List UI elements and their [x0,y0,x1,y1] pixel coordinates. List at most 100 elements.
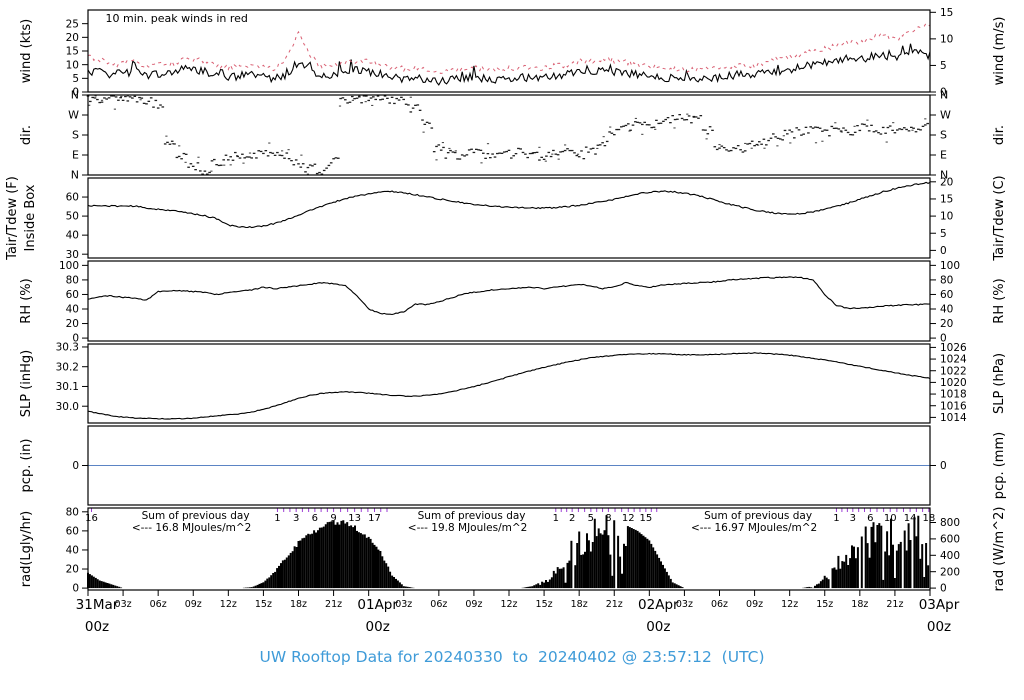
dir-scatter-dot [849,134,852,136]
y-tick-label-right: 800 [940,517,960,529]
y-axis-title-left: dir. [19,125,34,145]
x-hour-label: 09z [465,599,482,610]
dir-scatter-dot [203,170,207,172]
dir-scatter-dot [517,147,520,150]
dir-scatter-dot [285,152,289,154]
y-tick-label-right: 1022 [940,365,967,377]
dir-scatter-dot [718,144,721,146]
dir-scatter-dot [119,97,122,99]
dir-scatter-dot [772,133,775,135]
dir-scatter-dot [755,143,759,146]
dir-scatter-dot [93,97,97,99]
dir-scatter-dot [610,132,614,134]
dir-scatter-dot [489,157,492,159]
dir-scatter-dot [800,134,803,136]
dir-scatter-dot [126,100,130,102]
cumsum-label: 1 [833,513,839,524]
dir-scatter-dot [762,138,766,140]
dir-scatter-dot [694,116,698,118]
dir-scatter-dot [535,151,539,153]
y-tick-label-left: 0 [72,333,79,345]
dir-scatter-dot [715,148,719,151]
dir-scatter-dot [713,146,717,148]
dir-scatter-dot [654,128,657,130]
dir-scatter-dot [821,130,824,132]
dir-scatter-dot [395,97,398,100]
dir-scatter-dot [705,138,708,140]
dir-scatter-dot [166,141,169,143]
dir-scatter-dot [299,166,303,168]
y-axis-title-left-line2: Inside Box [23,184,38,251]
dir-scatter-dot [98,101,101,104]
dir-scatter-dot [763,147,766,149]
dir-scatter-dot [475,148,478,150]
panel-border [87,260,931,342]
dir-scatter-dot [393,102,396,105]
panel-border [87,9,931,93]
dir-scatter-dot [220,164,223,166]
dir-scatter-dot [853,125,856,127]
dir-scatter-dot [367,99,370,102]
y-axis-title-right: RH (%) [992,278,1007,323]
dir-scatter-dot [470,148,473,150]
dir-scatter-dot [338,105,342,107]
dir-scatter-dot [851,134,855,136]
panel-pcp: 0 0 pcp. (in) pcp. (mm) [19,425,1007,506]
dir-scatter-dot [425,121,429,123]
dir-scatter-dot [729,149,733,152]
x-hour-label: 03z [676,599,693,610]
dir-scatter-dot [435,159,438,161]
y-tick-label-left: 0 [72,460,79,472]
y-tick-label-right: 15 [940,7,953,19]
dir-scatter-dot [180,158,183,160]
dir-scatter-dot [676,118,679,120]
y-tick-label-right: S [940,129,947,142]
y-axis-title-left: Tair/Tdew (F) [5,176,20,261]
dir-scatter-dot [568,149,572,152]
dir-scatter-dot [332,158,335,160]
dir-scatter-dot [304,171,307,173]
dir-scatter-dot [662,120,665,122]
dir-scatter-dot [840,131,843,133]
dir-scatter-dot [628,130,631,132]
dir-scatter-dot [860,123,864,125]
dir-scatter-dot [355,97,359,99]
dir-scatter-dot [563,149,567,152]
dir-scatter-dot [608,131,611,133]
dir-scatter-dot [776,137,780,139]
dir-scatter-dot [790,131,794,133]
y-tick-label-left: 40 [66,230,79,242]
dir-scatter-dot [620,126,623,128]
y-axis-title-left: SLP (inHg) [19,350,34,418]
dir-scatter-dot [236,155,239,158]
dir-scatter-dot [147,100,151,102]
panel-border [87,425,931,506]
dir-scatter-dot [89,100,92,103]
dir-scatter-dot [243,157,246,159]
dir-scatter-dot [428,122,431,124]
dir-scatter-dot [697,117,700,119]
dir-scatter-dot [874,130,878,132]
dir-scatter-dot [580,150,583,152]
dir-scatter-dot [547,151,551,154]
y-tick-label-left: 25 [66,18,79,30]
dir-scatter-dot [206,173,209,175]
dir-scatter-dot [538,159,541,161]
dir-scatter-dot [692,115,696,118]
dir-scatter-dot [142,102,146,104]
dir-scatter-dot [107,97,111,99]
dir-scatter-dot [409,111,413,113]
dir-scatter-dot [208,171,211,174]
dir-scatter-dot [337,157,340,159]
dir-scatter-dot [467,149,471,151]
dir-scatter-dot [252,152,256,154]
rad-sum-note-line1: Sum of previous day [704,510,812,522]
dir-scatter-dot [750,147,753,149]
dir-scatter-dot [266,155,270,157]
dir-scatter-dot [802,133,805,135]
dir-scatter-dot [259,150,263,153]
y-tick-label-left: 60 [66,192,79,204]
dir-scatter-dot [582,158,586,160]
y-tick-label-right: 400 [940,550,960,562]
dir-scatter-dot [315,172,319,175]
